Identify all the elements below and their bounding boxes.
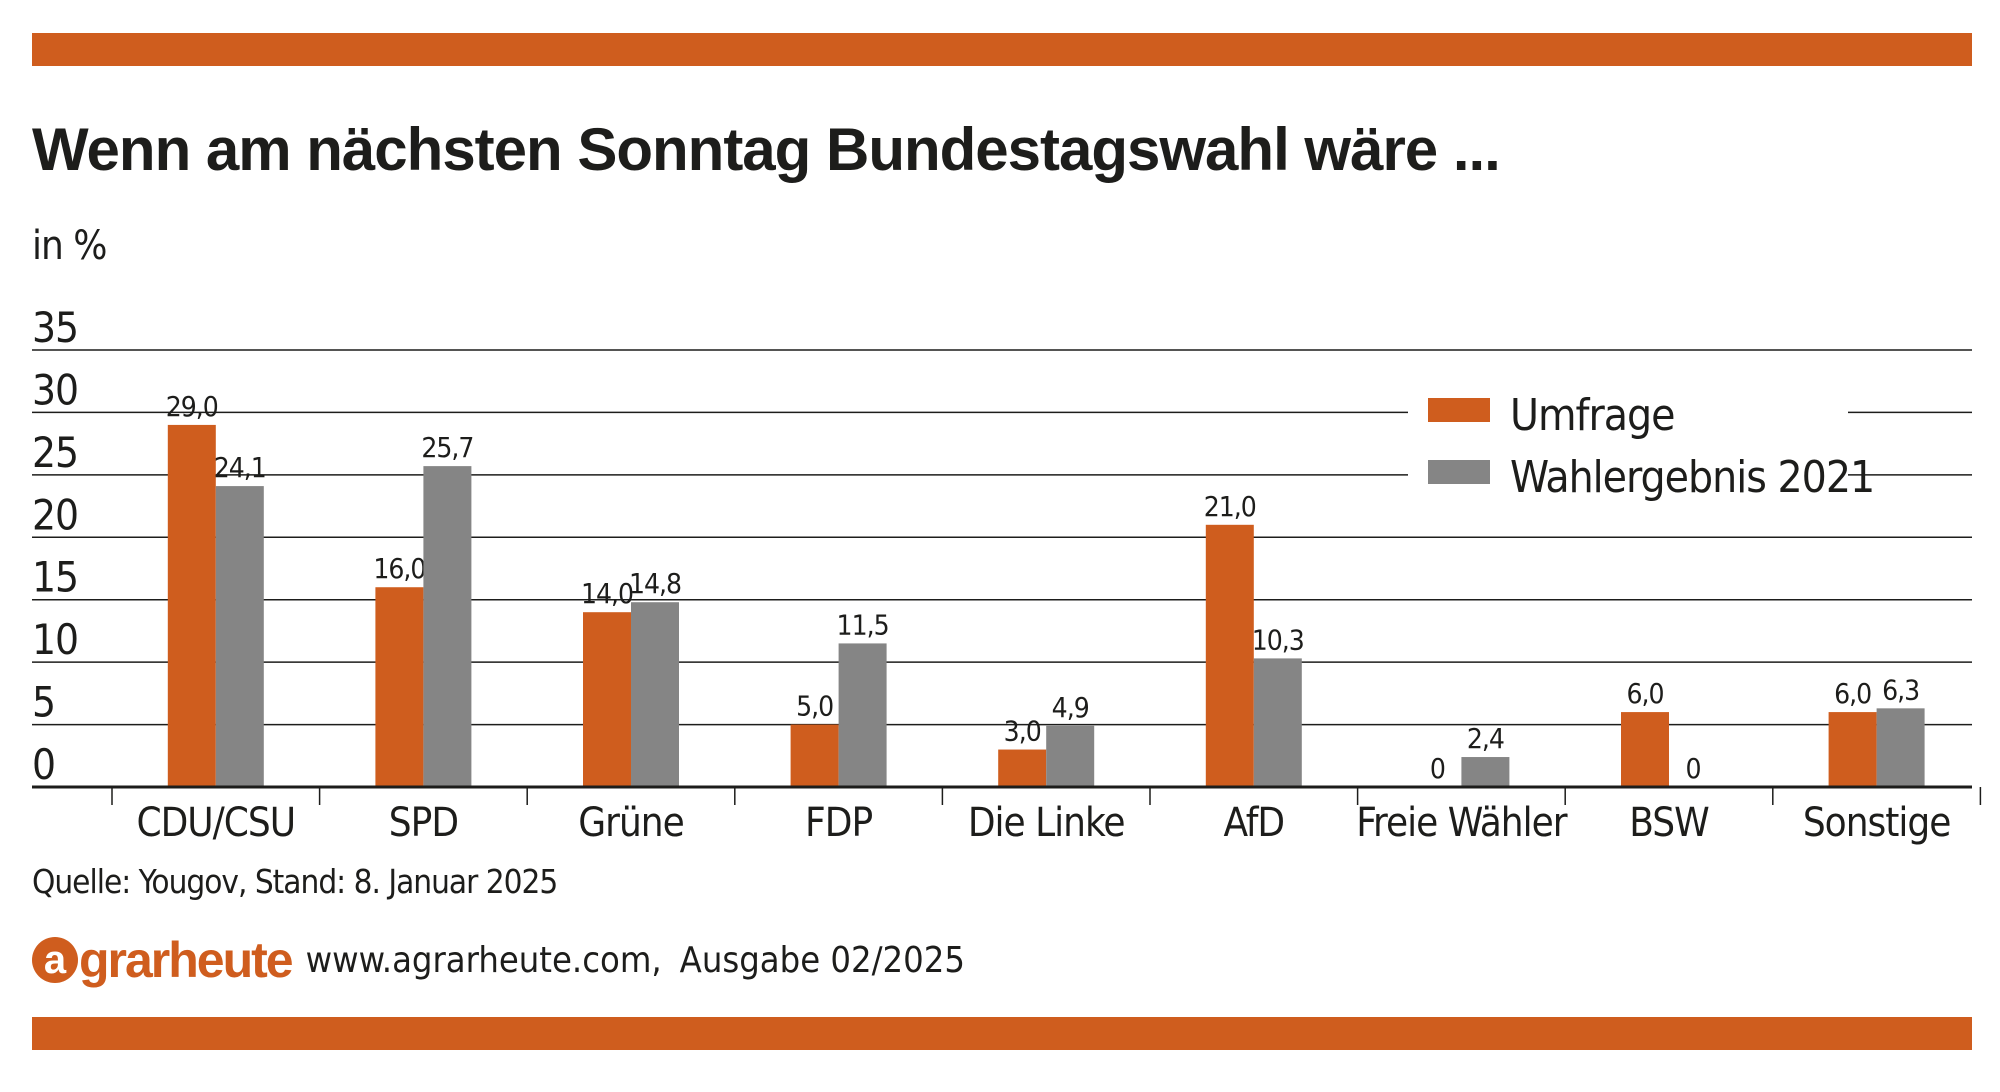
y-tick-label: 25: [32, 428, 78, 477]
x-tick-label: AfD: [1224, 800, 1285, 846]
footer: a grarheute www.agrarheute.com, Ausgabe …: [32, 930, 965, 990]
x-tick-label: Freie Wähler: [1356, 800, 1567, 846]
bar-wahlergebnis-2021: [1876, 708, 1925, 787]
bar-value-label: 4,9: [1052, 691, 1089, 724]
footer-issue: Ausgabe 02/2025: [679, 939, 965, 981]
bar-umfrage: [1828, 712, 1877, 787]
x-tick-label: Sonstige: [1803, 800, 1951, 846]
bar-value-label: 6,0: [1626, 677, 1663, 710]
x-tick-label: Die Linke: [968, 800, 1125, 846]
x-tick-label: Grüne: [578, 800, 683, 846]
y-tick-label: 10: [32, 615, 78, 664]
bar-value-label: 16,0: [373, 552, 425, 585]
bar-value-label: 21,0: [1204, 490, 1256, 523]
x-tick-label: CDU/CSU: [136, 800, 295, 846]
bar-umfrage: [167, 424, 216, 787]
bar-value-label: 2,4: [1467, 722, 1504, 755]
bar-wahlergebnis-2021: [1461, 757, 1510, 787]
bar-umfrage: [375, 587, 424, 787]
bar-wahlergebnis-2021: [215, 486, 264, 787]
bar-wahlergebnis-2021: [1253, 658, 1302, 787]
bar-umfrage: [1205, 524, 1254, 787]
y-tick-label: 20: [32, 490, 78, 539]
legend-label: Umfrage: [1510, 390, 1675, 441]
bar-value-label: 5,0: [796, 690, 833, 723]
bar-wahlergebnis-2021: [423, 466, 472, 787]
bottom-stripe: [32, 1017, 1972, 1050]
bar-value-label: 14,0: [581, 577, 633, 610]
bar-value-label: 11,5: [837, 608, 889, 641]
bar-wahlergebnis-2021: [1046, 725, 1095, 787]
bar-value-label: 0: [1430, 752, 1445, 785]
x-tick-label: SPD: [389, 800, 458, 846]
bar-value-label: 0: [1685, 752, 1700, 785]
footer-url[interactable]: www.agrarheute.com,: [305, 939, 662, 981]
bar-value-label: 14,8: [629, 567, 681, 600]
x-tick-label: FDP: [805, 800, 872, 846]
logo-letter: a: [32, 937, 78, 983]
bar-umfrage: [998, 749, 1047, 787]
source-note: Quelle: Yougov, Stand: 8. Januar 2025: [32, 862, 558, 901]
y-tick-label: 5: [32, 678, 55, 727]
y-tick-label: 0: [32, 740, 55, 789]
top-stripe: [32, 33, 1972, 66]
bar-value-label: 6,3: [1882, 673, 1919, 706]
logo-text: grarheute: [79, 932, 294, 988]
bar-wahlergebnis-2021: [631, 602, 679, 787]
x-tick-label: BSW: [1629, 800, 1709, 846]
y-tick-label: 35: [32, 303, 78, 352]
bar-value-label: 24,1: [214, 451, 266, 484]
bar-value-label: 25,7: [421, 431, 473, 464]
y-tick-label: 15: [32, 553, 78, 602]
y-tick-label: 30: [32, 365, 78, 414]
bar-wahlergebnis-2021: [838, 643, 887, 787]
y-axis-unit: in %: [32, 223, 107, 269]
bar-umfrage: [583, 612, 631, 787]
bar-value-label: 10,3: [1252, 623, 1304, 656]
legend-swatch: [1428, 460, 1490, 484]
legend-swatch: [1428, 398, 1490, 422]
bar-value-label: 29,0: [166, 390, 218, 423]
chart-title: Wenn am nächsten Sonntag Bundestagswahl …: [32, 116, 1501, 183]
bar-value-label: 3,0: [1004, 715, 1041, 748]
bar-value-label: 6,0: [1834, 677, 1871, 710]
agrarheute-logo: a grarheute: [32, 931, 294, 989]
bar-umfrage: [1621, 712, 1669, 787]
bar-umfrage: [790, 724, 839, 787]
bar-chart: 0 5 10 15 20 25 30 35 29,0 24,1 CDU/CSU 16,0 25,7 SPD…: [32, 303, 1982, 846]
legend-label: Wahlergebnis 2021: [1510, 452, 1874, 503]
